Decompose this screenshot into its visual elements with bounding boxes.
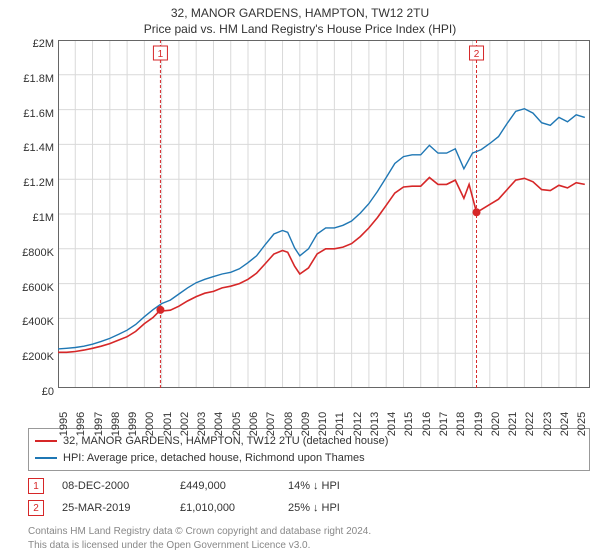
- x-tick-label: 2000: [144, 412, 156, 436]
- x-tick-label: 2005: [231, 412, 243, 436]
- x-axis-labels: 1995 1996 1997 1998 1999 2000 2001 2002 2003 2004…: [58, 396, 590, 436]
- y-tick-label: £2M: [8, 38, 54, 50]
- chart-container: 32, MANOR GARDENS, HAMPTON, TW12 2TU Pri…: [0, 0, 600, 560]
- legend-row-hpi: HPI: Average price, detached house, Rich…: [35, 450, 583, 467]
- y-tick-label: £1.6M: [8, 108, 54, 120]
- x-tick-label: 1998: [110, 412, 122, 436]
- x-tick-label: 2017: [438, 412, 450, 436]
- x-tick-label: 2013: [369, 412, 381, 436]
- x-tick-label: 2006: [248, 412, 260, 436]
- x-tick-label: 2015: [403, 412, 415, 436]
- title-line2: Price paid vs. HM Land Registry's House …: [0, 22, 600, 36]
- legend-swatch-subject: [35, 440, 57, 442]
- y-tick-label: £1.4M: [8, 142, 54, 154]
- transaction-date: 25-MAR-2019: [62, 502, 162, 514]
- x-tick-label: 2011: [334, 412, 346, 436]
- x-tick-label: 2001: [162, 412, 174, 436]
- x-tick-label: 2024: [559, 412, 571, 436]
- x-tick-label: 2020: [490, 412, 502, 436]
- chart-area: 12: [58, 40, 590, 388]
- y-tick-label: £800K: [8, 247, 54, 259]
- transaction-row: 2 25-MAR-2019 £1,010,000 25% ↓ HPI: [28, 497, 590, 519]
- y-tick-label: £600K: [8, 282, 54, 294]
- y-tick-label: £200K: [8, 351, 54, 363]
- legend-label-hpi: HPI: Average price, detached house, Rich…: [63, 450, 365, 467]
- x-tick-label: 2003: [196, 412, 208, 436]
- x-tick-label: 2009: [300, 412, 312, 436]
- x-tick-label: 2021: [507, 412, 519, 436]
- x-tick-label: 2012: [352, 412, 364, 436]
- transaction-row: 1 08-DEC-2000 £449,000 14% ↓ HPI: [28, 475, 590, 497]
- chart-svg: 12: [58, 40, 590, 388]
- svg-text:1: 1: [158, 49, 164, 60]
- x-tick-label: 2008: [283, 412, 295, 436]
- x-tick-label: 2023: [542, 412, 554, 436]
- transaction-delta: 14% ↓ HPI: [288, 480, 340, 492]
- x-tick-label: 1997: [93, 412, 105, 436]
- x-tick-label: 2016: [421, 412, 433, 436]
- x-tick-label: 2007: [265, 412, 277, 436]
- x-tick-label: 1995: [58, 412, 70, 436]
- transaction-marker: 2: [28, 500, 44, 516]
- footer-line1: Contains HM Land Registry data © Crown c…: [28, 525, 590, 539]
- x-tick-label: 1999: [127, 412, 139, 436]
- y-tick-label: £1M: [8, 212, 54, 224]
- x-tick-label: 2019: [473, 412, 485, 436]
- x-tick-label: 2025: [576, 412, 588, 436]
- transaction-date: 08-DEC-2000: [62, 480, 162, 492]
- legend-swatch-hpi: [35, 457, 57, 459]
- title-line1: 32, MANOR GARDENS, HAMPTON, TW12 2TU: [0, 6, 600, 20]
- transaction-delta: 25% ↓ HPI: [288, 502, 340, 514]
- x-tick-label: 2022: [524, 412, 536, 436]
- x-tick-label: 2004: [213, 412, 225, 436]
- svg-text:2: 2: [474, 49, 480, 60]
- transaction-price: £1,010,000: [180, 502, 270, 514]
- x-tick-label: 2018: [455, 412, 467, 436]
- y-tick-label: £1.8M: [8, 73, 54, 85]
- footer-line2: This data is licensed under the Open Gov…: [28, 539, 590, 553]
- y-tick-label: £400K: [8, 316, 54, 328]
- footer: Contains HM Land Registry data © Crown c…: [28, 525, 590, 552]
- x-tick-label: 2014: [386, 412, 398, 436]
- x-tick-label: 2002: [179, 412, 191, 436]
- titles: 32, MANOR GARDENS, HAMPTON, TW12 2TU Pri…: [0, 0, 600, 36]
- transaction-marker: 1: [28, 478, 44, 494]
- y-tick-label: £0: [8, 386, 54, 398]
- x-tick-label: 2010: [317, 412, 329, 436]
- transaction-price: £449,000: [180, 480, 270, 492]
- transaction-table: 1 08-DEC-2000 £449,000 14% ↓ HPI 2 25-MAR-201…: [28, 475, 590, 519]
- y-tick-label: £1.2M: [8, 177, 54, 189]
- x-tick-label: 1996: [75, 412, 87, 436]
